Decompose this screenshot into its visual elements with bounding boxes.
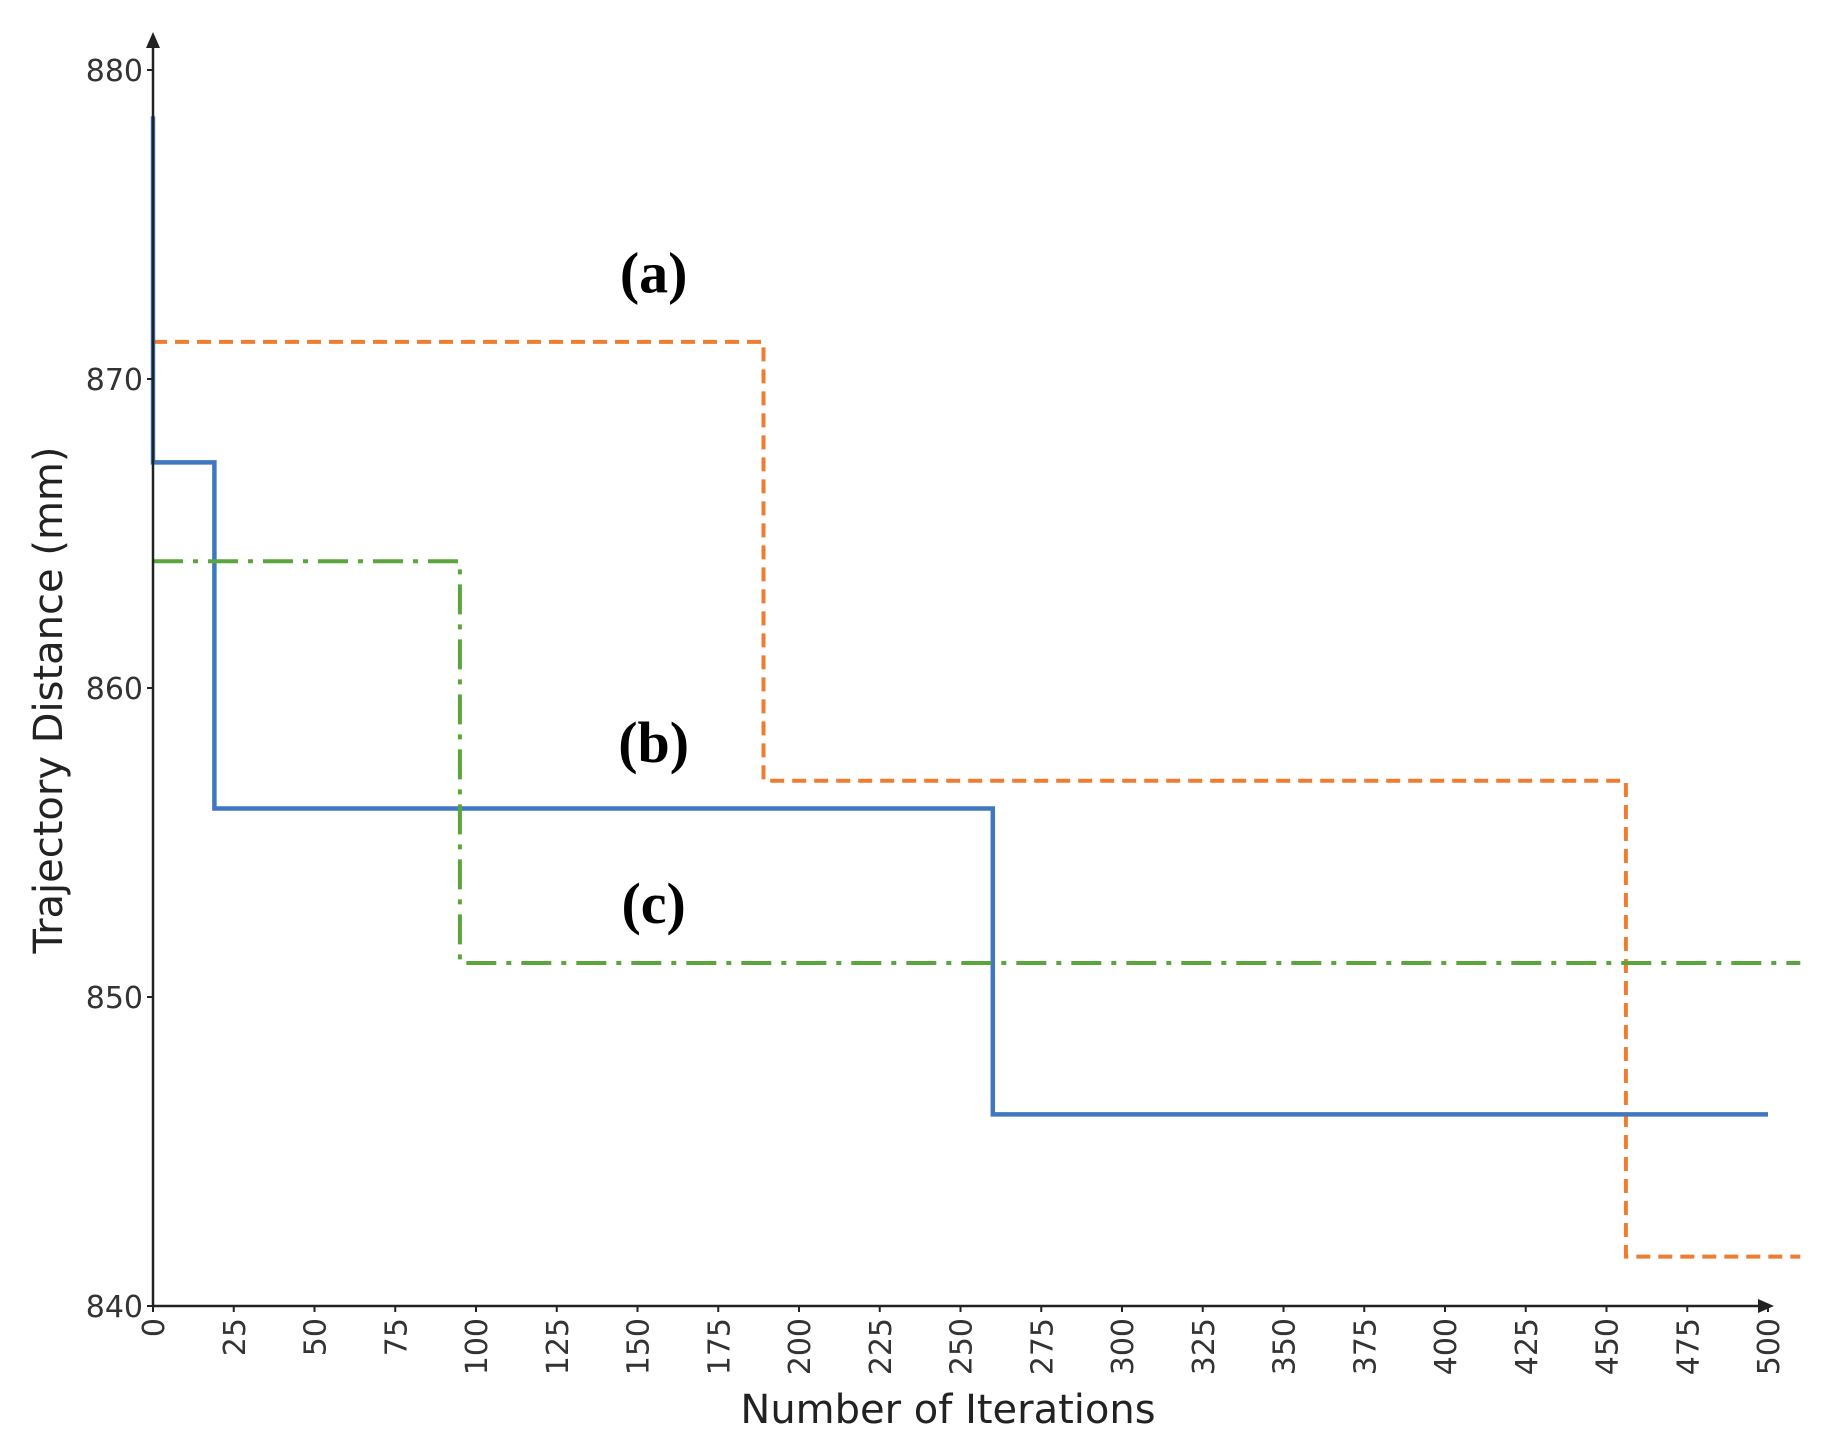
x-tick-label: 150 [622, 1318, 657, 1375]
y-tick-label: 870 [86, 363, 143, 398]
x-tick-label: 100 [460, 1318, 495, 1375]
x-tick-label: 200 [783, 1318, 818, 1375]
x-tick-label: 0 [137, 1318, 172, 1337]
series-label-c: (c) [621, 871, 685, 936]
series-line-a [153, 339, 1801, 1259]
x-tick-label: 125 [541, 1318, 576, 1375]
x-tick-label: 50 [299, 1318, 334, 1356]
series-line-c [153, 559, 1801, 965]
series-label-a: (a) [620, 240, 688, 305]
y-tick-label: 880 [86, 54, 143, 89]
x-tick-label: 325 [1187, 1318, 1222, 1375]
x-tick-label: 25 [218, 1318, 253, 1356]
x-tick-label: 250 [945, 1318, 980, 1375]
x-tick-label: 450 [1591, 1318, 1626, 1375]
y-axis-title: Trajectory Distance (mm) [26, 447, 72, 955]
x-tick-label: 425 [1510, 1318, 1545, 1375]
x-tick-label: 475 [1671, 1318, 1706, 1375]
x-tick-label: 350 [1268, 1318, 1303, 1375]
y-tick-label: 840 [86, 1290, 143, 1325]
x-axis: 0 25 50 75 100 125 150 175 200 225 250 275 300 325 350… [137, 1299, 1787, 1375]
x-tick-label: 75 [379, 1318, 414, 1356]
annotation-layer: (a) (b) (c) [618, 240, 689, 935]
series-layer [150, 116, 1801, 1259]
x-tick-label: 375 [1348, 1318, 1383, 1375]
x-tick-label: 500 [1752, 1318, 1787, 1375]
x-axis-title: Number of Iterations [740, 1387, 1155, 1433]
x-tick-label: 300 [1106, 1318, 1141, 1375]
x-axis-arrow [1758, 1299, 1774, 1313]
x-tick-label: 400 [1429, 1318, 1464, 1375]
y-axis: 840 850 860 870 880 [86, 32, 160, 1325]
x-tick-label: 225 [864, 1318, 899, 1375]
series-label-b: (b) [618, 710, 689, 775]
x-tick-label: 175 [702, 1318, 737, 1375]
y-axis-arrow [146, 32, 160, 48]
y-tick-label: 860 [86, 672, 143, 707]
y-tick-label: 850 [86, 981, 143, 1016]
x-tick-label: 275 [1025, 1318, 1060, 1375]
